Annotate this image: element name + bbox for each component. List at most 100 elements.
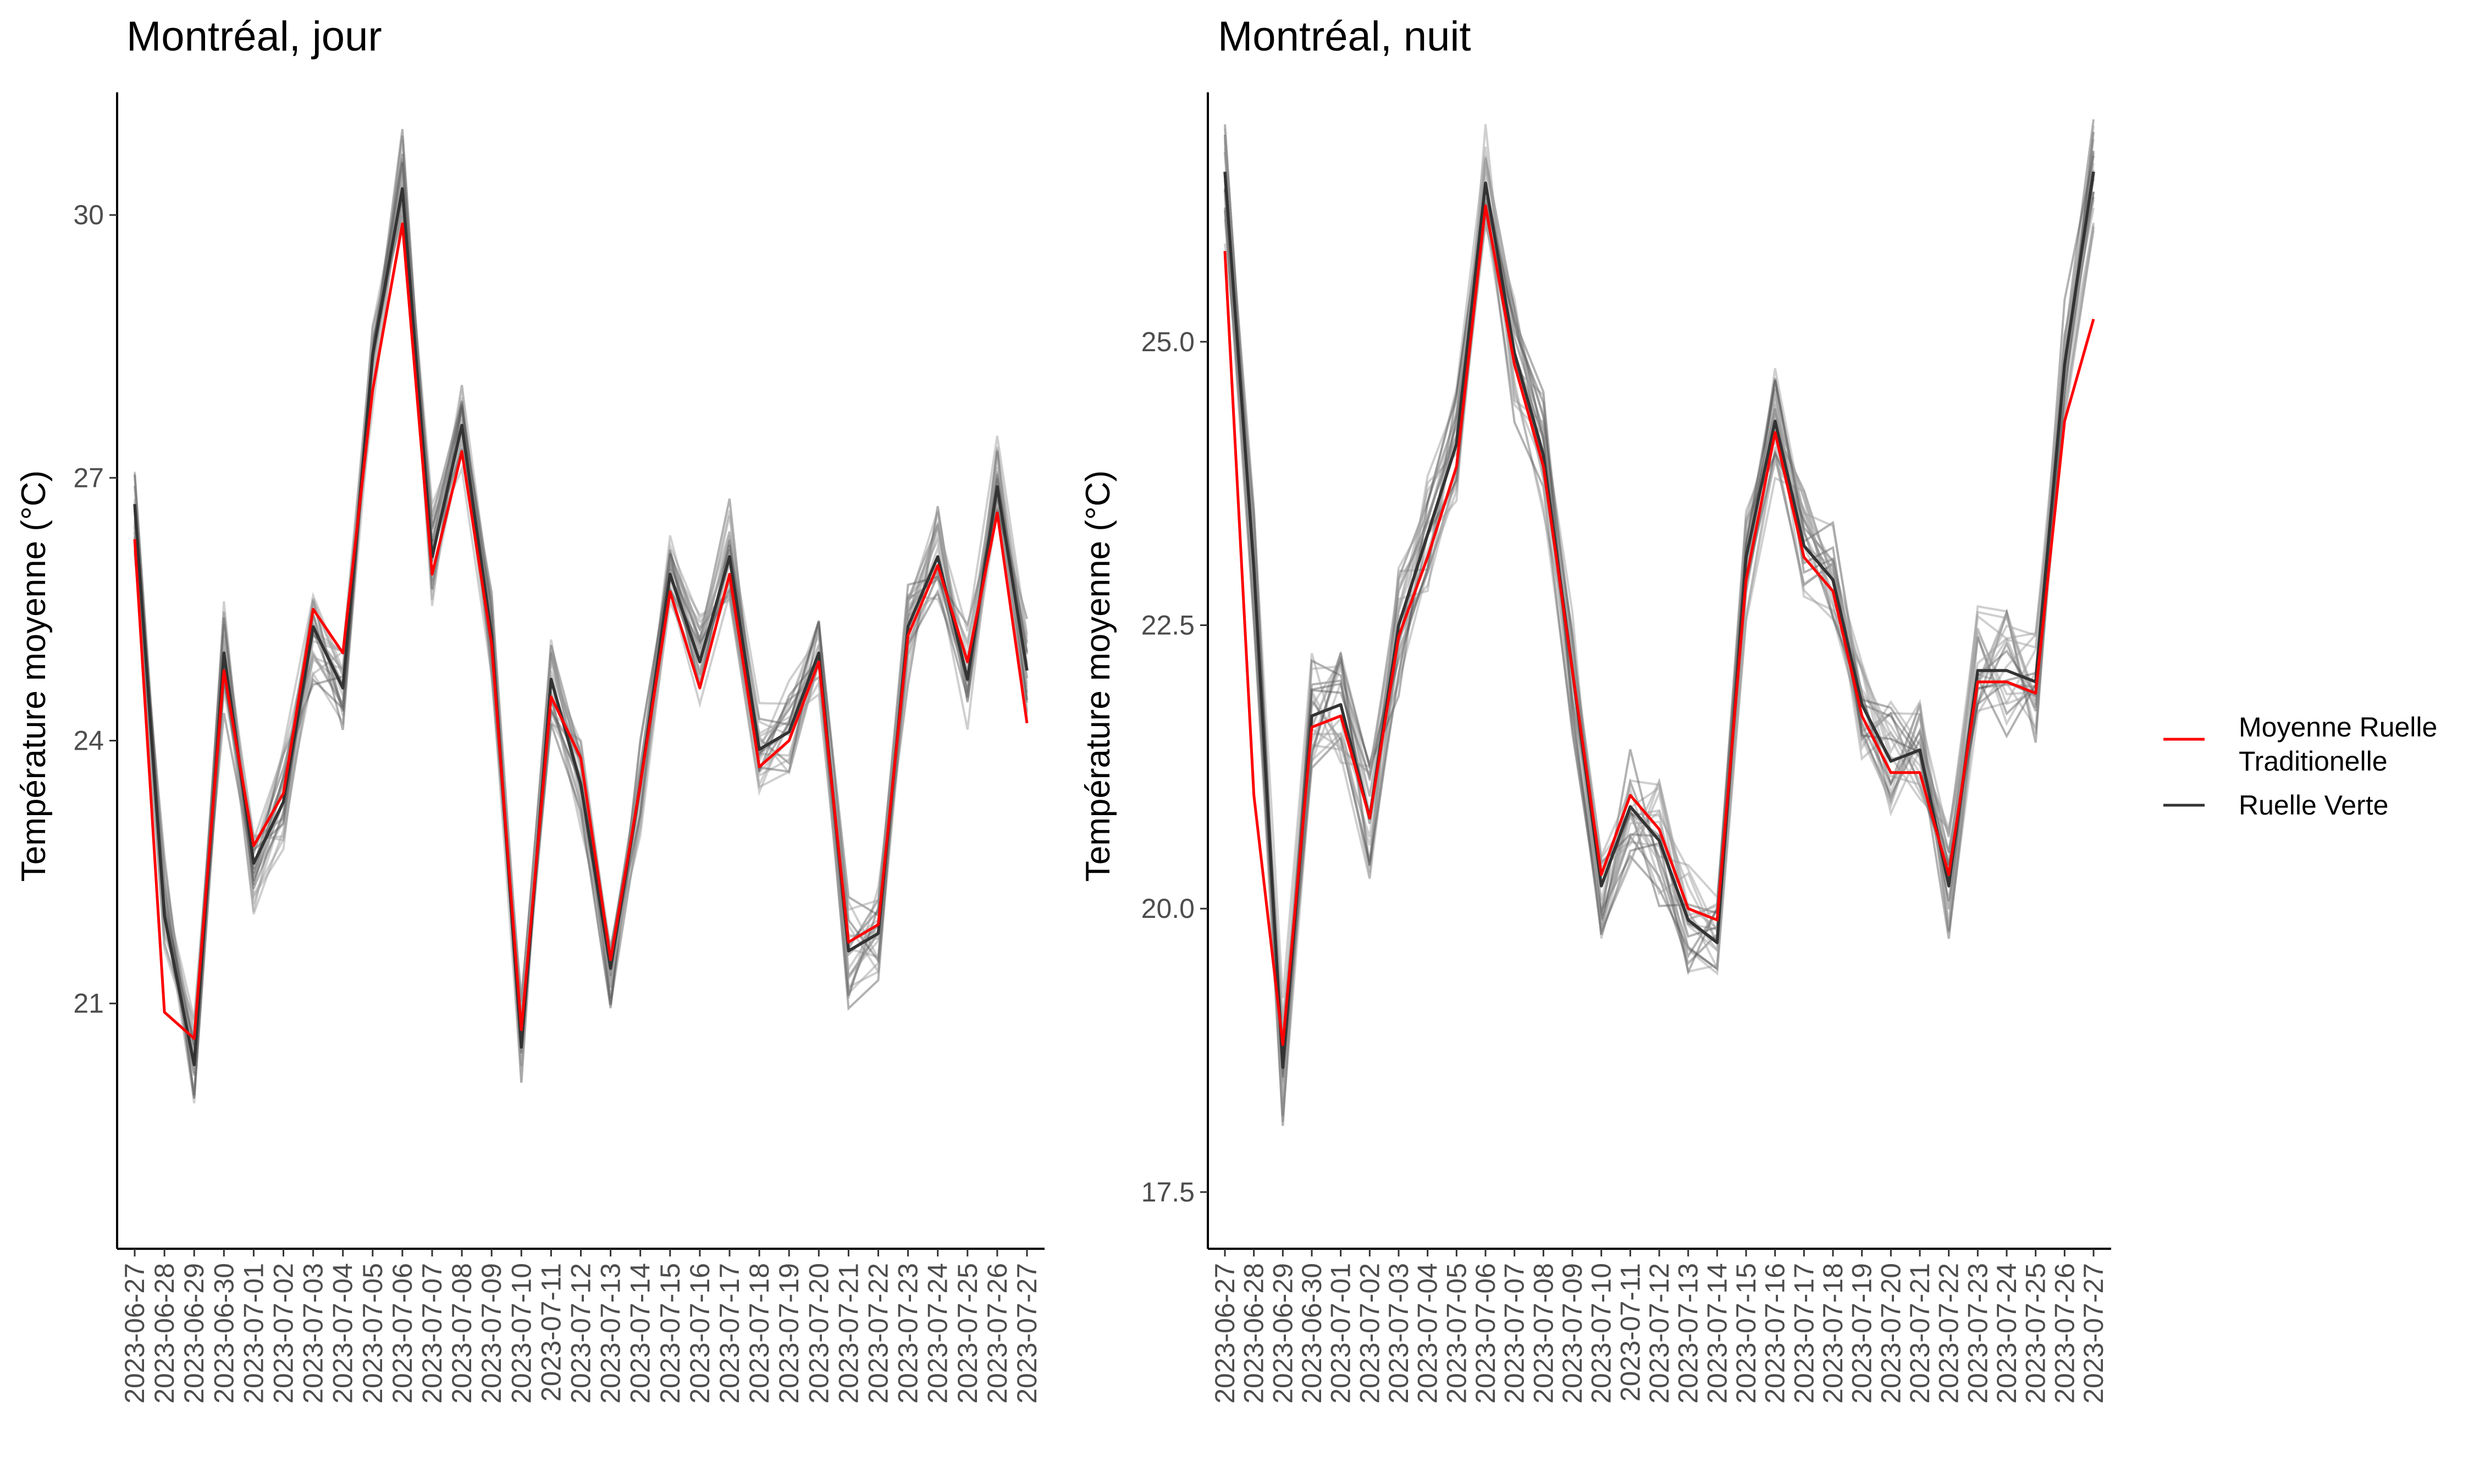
x-tick-label: 2023-07-02	[1354, 1263, 1385, 1404]
x-tick-label: 2023-07-05	[1441, 1263, 1472, 1404]
sensor-line	[134, 162, 1028, 1046]
x-tick-label: 2023-07-12	[566, 1263, 597, 1404]
x-tick-label: 2023-07-26	[2049, 1263, 2080, 1404]
sensor-line	[1224, 135, 2095, 1083]
sensor-line	[134, 209, 1028, 1059]
x-tick-label: 2023-07-20	[1875, 1263, 1906, 1404]
x-tick-label: 2023-07-02	[268, 1263, 299, 1404]
sensor-line	[1224, 146, 2095, 1122]
sensor-line	[1224, 124, 2095, 1026]
x-tick-label: 2023-07-21	[1904, 1263, 1935, 1404]
sensor-line	[1224, 139, 2095, 1121]
panel-title: Montréal, jour	[126, 13, 382, 60]
axes-group: 212427302023-06-272023-06-282023-06-2920…	[73, 92, 1045, 1404]
sensor-line	[134, 188, 1028, 1043]
x-tick-label: 2023-07-10	[1586, 1263, 1617, 1404]
x-tick-label: 2023-07-19	[1847, 1263, 1877, 1404]
x-tick-label: 2023-07-18	[744, 1263, 775, 1404]
sensor-line	[1224, 172, 2095, 1116]
x-tick-label: 2023-07-21	[833, 1263, 864, 1404]
x-tick-label: 2023-07-03	[1383, 1263, 1414, 1404]
sensor-line	[134, 153, 1028, 1095]
sensor-line	[1224, 135, 2095, 1056]
x-tick-label: 2023-07-10	[506, 1263, 537, 1404]
x-tick-label: 2023-07-19	[774, 1263, 804, 1404]
x-tick-label: 2023-07-27	[1012, 1263, 1042, 1404]
x-tick-label: 2023-07-25	[2020, 1263, 2051, 1404]
x-tick-label: 2023-07-15	[655, 1263, 686, 1404]
x-tick-label: 2023-07-17	[714, 1263, 745, 1404]
x-tick-label: 2023-06-30	[1296, 1263, 1327, 1404]
x-tick-label: 2023-07-08	[1528, 1263, 1559, 1404]
sensor-lines-group	[134, 129, 1028, 1104]
x-tick-label: 2023-07-11	[1615, 1263, 1645, 1402]
sensor-line	[1224, 178, 2095, 1126]
x-tick-label: 2023-07-22	[863, 1263, 894, 1404]
sensor-line	[1224, 119, 2095, 1079]
x-tick-label: 2023-07-18	[1818, 1263, 1848, 1404]
series-line-green-alley	[1223, 171, 2095, 1069]
x-tick-label: 2023-07-12	[1644, 1263, 1675, 1404]
x-tick-label: 2023-07-09	[476, 1263, 507, 1404]
y-axis-label: Température moyenne (°C)	[1079, 470, 1117, 882]
x-tick-label: 2023-07-03	[298, 1263, 329, 1404]
x-tick-label: 2023-06-30	[208, 1263, 239, 1404]
x-tick-label: 2023-07-08	[446, 1263, 477, 1404]
x-tick-label: 2023-06-27	[1210, 1263, 1240, 1404]
x-tick-label: 2023-07-16	[1760, 1263, 1791, 1404]
x-tick-label: 2023-07-04	[1412, 1263, 1443, 1404]
y-tick-label: 21	[73, 988, 104, 1019]
sensor-line	[1224, 196, 2095, 1044]
x-tick-label: 2023-07-07	[417, 1263, 448, 1404]
sensor-line	[1224, 139, 2095, 1063]
sensor-line	[1224, 125, 2095, 1037]
x-tick-label: 2023-07-13	[1673, 1263, 1704, 1404]
y-tick-label: 27	[73, 462, 104, 493]
x-tick-label: 2023-07-11	[535, 1263, 566, 1402]
x-tick-label: 2023-06-28	[1239, 1263, 1269, 1404]
x-tick-label: 2023-07-27	[2078, 1263, 2109, 1404]
sensor-line	[134, 198, 1028, 1039]
sensor-line	[134, 169, 1028, 1073]
x-tick-label: 2023-07-09	[1557, 1263, 1588, 1404]
sensor-line	[134, 183, 1028, 1020]
series-lines-group	[1223, 171, 2095, 1069]
sensor-line	[1224, 167, 2095, 998]
sensor-line	[1224, 155, 2095, 1075]
sensor-line	[134, 185, 1028, 1037]
series-line-traditional-mean	[133, 222, 1029, 1040]
legend-label-verte: Ruelle Verte	[2239, 790, 2388, 821]
x-tick-label: 2023-06-29	[179, 1263, 209, 1404]
x-tick-label: 2023-07-13	[595, 1263, 626, 1404]
sensor-line	[1224, 142, 2095, 1083]
sensor-line	[1224, 131, 2095, 1065]
sensor-line	[1224, 150, 2095, 1078]
x-tick-label: 2023-07-06	[387, 1263, 418, 1404]
y-axis-label: Température moyenne (°C)	[15, 470, 53, 882]
legend-label-traditional-line2: Traditionelle	[2239, 746, 2388, 777]
sensor-line	[134, 140, 1028, 1104]
sensor-line	[134, 135, 1028, 1069]
y-tick-label: 17.5	[1141, 1177, 1195, 1208]
x-tick-label: 2023-07-07	[1499, 1263, 1530, 1404]
sensor-line	[134, 169, 1028, 1050]
sensor-line	[134, 129, 1028, 1099]
x-tick-label: 2023-07-22	[1934, 1263, 1964, 1404]
sensor-line	[1224, 152, 2095, 1097]
x-tick-label: 2023-07-14	[1702, 1263, 1732, 1404]
y-tick-label: 20.0	[1141, 893, 1195, 924]
x-tick-label: 2023-07-14	[625, 1263, 656, 1404]
x-tick-label: 2023-07-25	[952, 1263, 983, 1404]
x-tick-label: 2023-07-01	[1326, 1263, 1356, 1404]
x-tick-label: 2023-07-05	[357, 1263, 388, 1404]
x-tick-label: 2023-06-27	[119, 1263, 150, 1404]
x-tick-label: 2023-07-01	[238, 1263, 269, 1404]
panel-day: Montréal, jour Température moyenne (°C) …	[15, 13, 1045, 1404]
panel-night: Montréal, nuit Température moyenne (°C) …	[1079, 13, 2111, 1404]
series-lines-group	[133, 187, 1029, 1067]
sensor-line	[134, 200, 1028, 1076]
series-line-traditional-mean	[1223, 204, 2095, 1046]
x-tick-label: 2023-07-23	[893, 1263, 924, 1404]
x-tick-label: 2023-06-29	[1267, 1263, 1298, 1404]
